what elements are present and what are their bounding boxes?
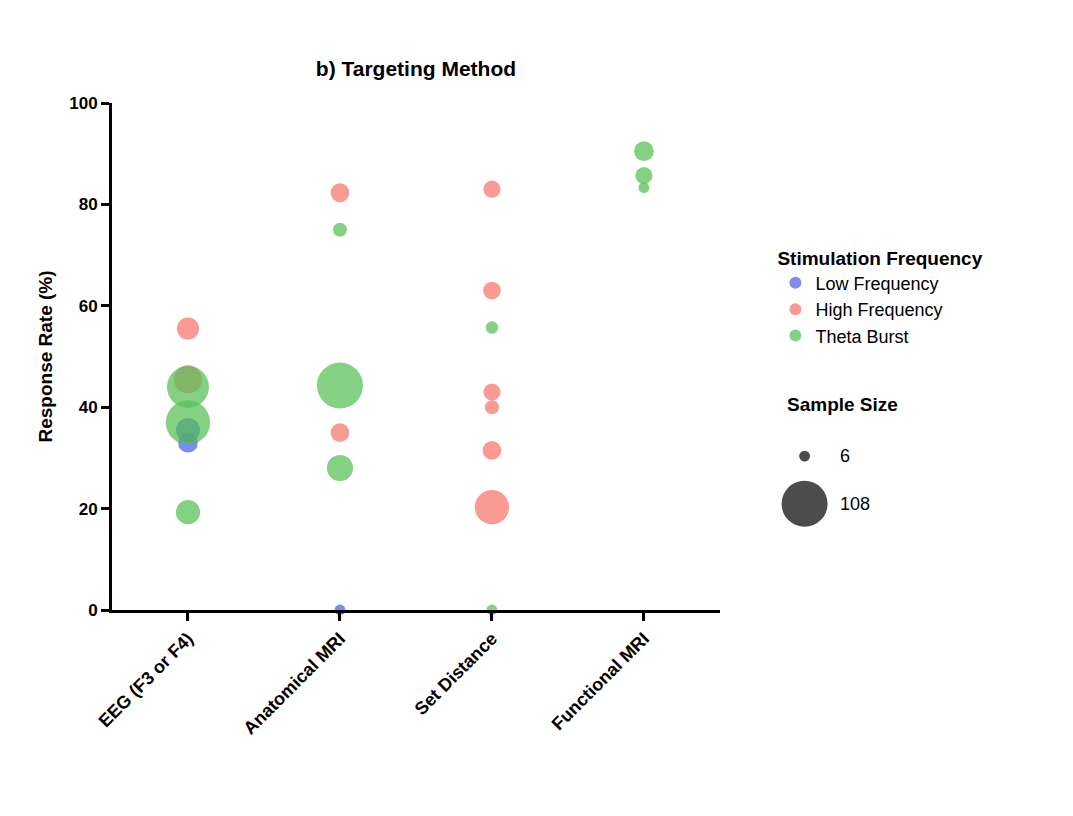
svg-text:100: 100 bbox=[69, 94, 97, 113]
svg-text:Low Frequency: Low Frequency bbox=[815, 274, 938, 294]
svg-text:Sample Size: Sample Size bbox=[787, 394, 898, 415]
svg-text:High Frequency: High Frequency bbox=[815, 300, 942, 320]
svg-text:Set Distance: Set Distance bbox=[411, 629, 502, 720]
svg-text:b) Targeting Method: b) Targeting Method bbox=[316, 57, 516, 80]
svg-text:6: 6 bbox=[840, 446, 850, 466]
svg-text:Anatomical MRI: Anatomical MRI bbox=[240, 629, 350, 739]
svg-text:Stimulation Frequency: Stimulation Frequency bbox=[777, 248, 982, 269]
svg-text:0: 0 bbox=[88, 601, 97, 620]
svg-text:Response Rate (%): Response Rate (%) bbox=[35, 270, 56, 442]
svg-text:EEG (F3 or F4): EEG (F3 or F4) bbox=[95, 629, 198, 732]
svg-text:40: 40 bbox=[79, 398, 98, 417]
svg-text:108: 108 bbox=[840, 494, 870, 514]
svg-text:20: 20 bbox=[79, 500, 98, 519]
svg-text:60: 60 bbox=[79, 297, 98, 316]
svg-text:Functional MRI: Functional MRI bbox=[548, 629, 653, 734]
svg-text:80: 80 bbox=[79, 195, 98, 214]
svg-text:Theta Burst: Theta Burst bbox=[815, 327, 908, 347]
